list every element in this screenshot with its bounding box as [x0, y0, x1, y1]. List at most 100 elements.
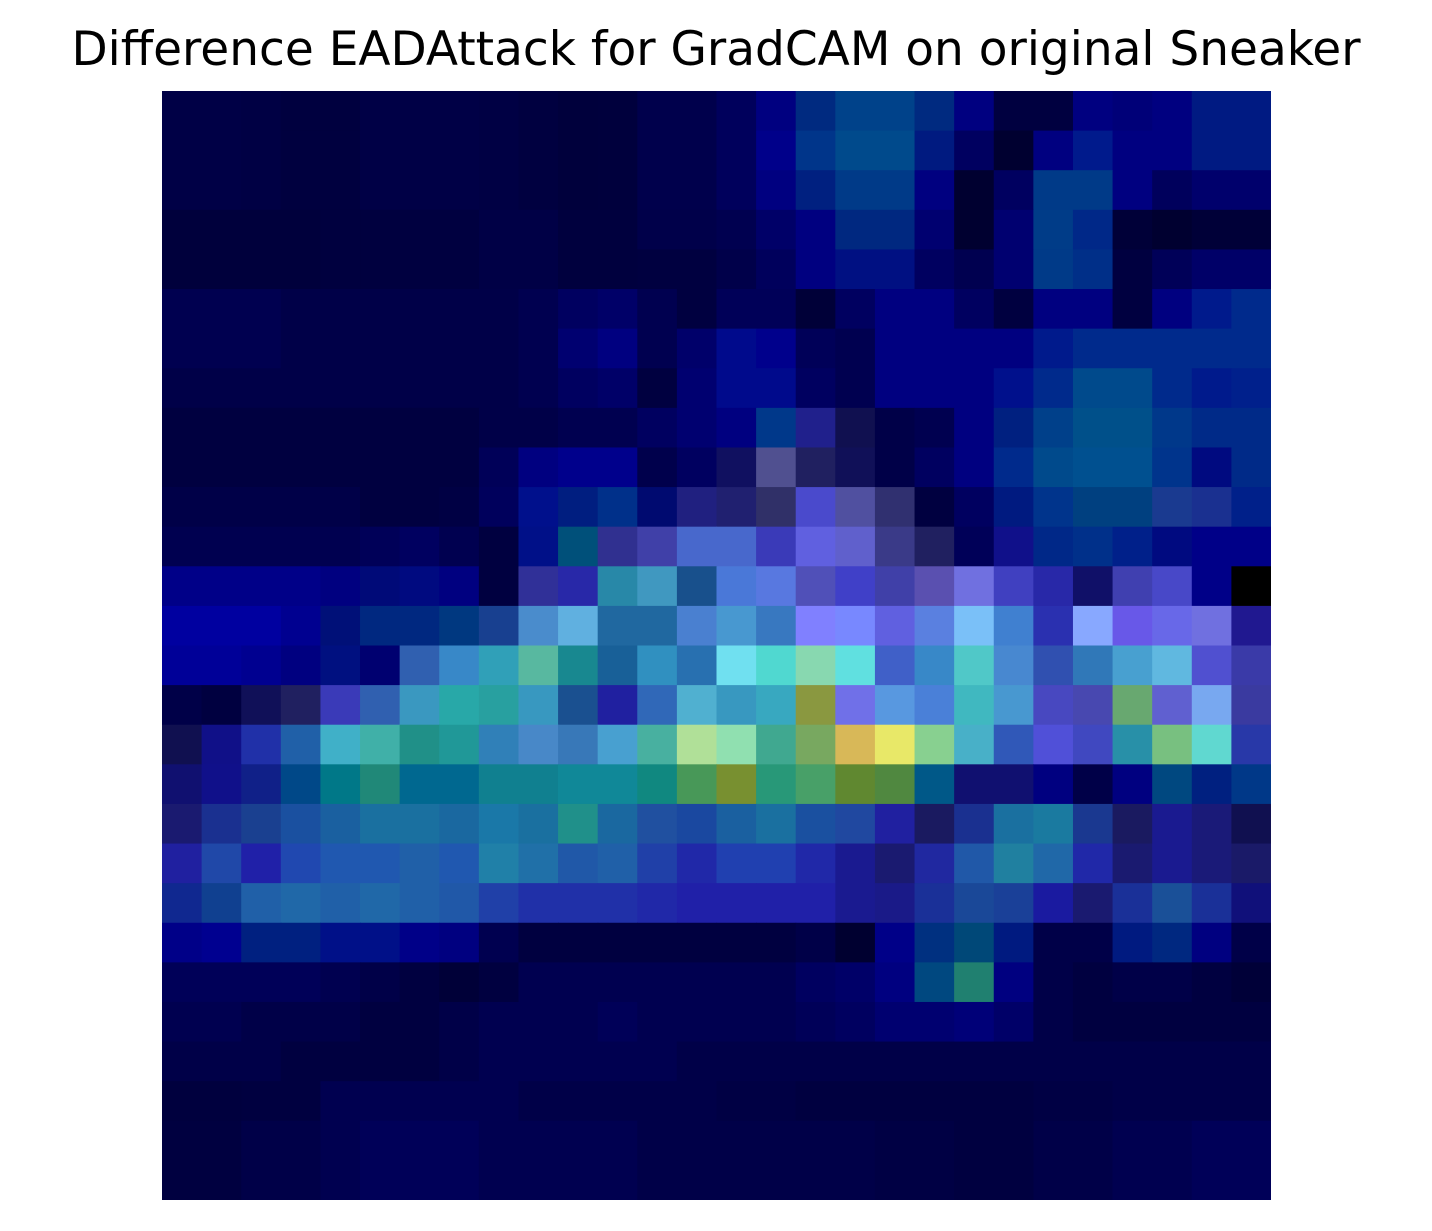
heatmap-cell-r14-c26 — [1191, 645, 1232, 686]
heatmap-cell-r12-c17 — [835, 566, 876, 607]
heatmap-cell-r25-c0 — [162, 1081, 203, 1122]
heatmap-cell-r4-c2 — [241, 249, 282, 290]
heatmap-cell-r21-c9 — [518, 922, 559, 963]
heatmap-cell-r9-c20 — [954, 447, 995, 488]
heatmap-cell-r6-c10 — [558, 328, 599, 369]
heatmap-cell-r19-c7 — [439, 843, 480, 884]
heatmap-cell-r15-c10 — [558, 685, 599, 726]
heatmap-cell-r10-c17 — [835, 487, 876, 528]
heatmap-cell-r21-c10 — [558, 922, 599, 963]
heatmap-cell-r5-c6 — [399, 289, 440, 330]
heatmap-cell-r8-c21 — [993, 407, 1034, 449]
heatmap-cell-r22-c2 — [241, 962, 282, 1003]
heatmap-cell-r22-c5 — [360, 962, 401, 1003]
heatmap-cell-r19-c8 — [478, 843, 520, 884]
heatmap-cell-r22-c16 — [795, 962, 836, 1003]
heatmap-cell-r23-c17 — [835, 1001, 876, 1043]
heatmap-cell-r20-c12 — [637, 883, 678, 924]
heatmap-cell-r6-c6 — [399, 328, 440, 369]
heatmap-cell-r25-c22 — [1033, 1081, 1074, 1122]
heatmap-cell-r9-c17 — [835, 447, 876, 488]
heatmap-cell-r12-c20 — [954, 566, 995, 607]
heatmap-cell-r18-c27 — [1231, 803, 1271, 845]
heatmap-cell-r17-c26 — [1191, 764, 1232, 805]
heatmap-cell-r7-c8 — [478, 368, 520, 409]
heatmap — [162, 91, 1271, 1200]
heatmap-cell-r7-c10 — [558, 368, 599, 409]
heatmap-cell-r10-c7 — [439, 487, 480, 528]
heatmap-cell-r26-c17 — [835, 1120, 876, 1161]
heatmap-cell-r4-c10 — [558, 249, 599, 290]
heatmap-cell-r8-c1 — [201, 407, 242, 449]
heatmap-cell-r23-c2 — [241, 1001, 282, 1043]
heatmap-cell-r14-c27 — [1231, 645, 1271, 686]
heatmap-cell-r2-c26 — [1191, 170, 1232, 211]
heatmap-cell-r23-c18 — [874, 1001, 916, 1043]
heatmap-cell-r6-c3 — [280, 328, 322, 369]
heatmap-cell-r14-c17 — [835, 645, 876, 686]
heatmap-cell-r24-c13 — [676, 1041, 718, 1082]
heatmap-cell-r8-c14 — [716, 407, 757, 449]
heatmap-cell-r4-c1 — [201, 249, 242, 290]
heatmap-cell-r24-c2 — [241, 1041, 282, 1082]
heatmap-cell-r0-c4 — [320, 91, 361, 132]
heatmap-cell-r2-c11 — [597, 170, 638, 211]
heatmap-cell-r13-c9 — [518, 605, 559, 647]
heatmap-cell-r12-c13 — [676, 566, 718, 607]
heatmap-cell-r1-c24 — [1112, 130, 1153, 171]
heatmap-cell-r7-c17 — [835, 368, 876, 409]
heatmap-cell-r2-c24 — [1112, 170, 1153, 211]
heatmap-cell-r0-c0 — [162, 91, 203, 132]
heatmap-cell-r22-c17 — [835, 962, 876, 1003]
heatmap-cell-r21-c7 — [439, 922, 480, 963]
heatmap-cell-r21-c19 — [914, 922, 955, 963]
heatmap-cell-r25-c19 — [914, 1081, 955, 1122]
heatmap-cell-r19-c24 — [1112, 843, 1153, 884]
heatmap-cell-r21-c3 — [280, 922, 322, 963]
heatmap-cell-r19-c6 — [399, 843, 440, 884]
heatmap-cell-r22-c9 — [518, 962, 559, 1003]
heatmap-cell-r0-c6 — [399, 91, 440, 132]
heatmap-cell-r10-c16 — [795, 487, 836, 528]
heatmap-cell-r17-c11 — [597, 764, 638, 805]
heatmap-cell-r0-c9 — [518, 91, 559, 132]
heatmap-cell-r1-c27 — [1231, 130, 1271, 171]
heatmap-cell-r16-c19 — [914, 724, 955, 765]
heatmap-cell-r12-c1 — [201, 566, 242, 607]
heatmap-cell-r11-c12 — [637, 526, 678, 567]
heatmap-cell-r20-c4 — [320, 883, 361, 924]
heatmap-cell-r18-c24 — [1112, 803, 1153, 845]
heatmap-cell-r18-c7 — [439, 803, 480, 845]
heatmap-cell-r24-c4 — [320, 1041, 361, 1082]
heatmap-cell-r27-c10 — [558, 1160, 599, 1200]
heatmap-cell-r7-c27 — [1231, 368, 1271, 409]
heatmap-cell-r4-c22 — [1033, 249, 1074, 290]
heatmap-cell-r15-c17 — [835, 685, 876, 726]
heatmap-cell-r10-c9 — [518, 487, 559, 528]
heatmap-cell-r13-c3 — [280, 605, 322, 647]
heatmap-cell-r0-c24 — [1112, 91, 1153, 132]
heatmap-cell-r5-c15 — [756, 289, 797, 330]
heatmap-cell-r7-c23 — [1072, 368, 1114, 409]
heatmap-cell-r15-c3 — [280, 685, 322, 726]
heatmap-cell-r16-c17 — [835, 724, 876, 765]
heatmap-cell-r25-c5 — [360, 1081, 401, 1122]
heatmap-cell-r11-c4 — [320, 526, 361, 567]
heatmap-cell-r10-c6 — [399, 487, 440, 528]
heatmap-cell-r17-c2 — [241, 764, 282, 805]
heatmap-cell-r25-c13 — [676, 1081, 718, 1122]
heatmap-cell-r6-c17 — [835, 328, 876, 369]
heatmap-cell-r27-c19 — [914, 1160, 955, 1200]
heatmap-cell-r23-c4 — [320, 1001, 361, 1043]
heatmap-cell-r11-c23 — [1072, 526, 1114, 567]
heatmap-cell-r10-c22 — [1033, 487, 1074, 528]
heatmap-cell-r7-c26 — [1191, 368, 1232, 409]
heatmap-cell-r4-c27 — [1231, 249, 1271, 290]
heatmap-cell-r2-c14 — [716, 170, 757, 211]
heatmap-cell-r13-c19 — [914, 605, 955, 647]
heatmap-cell-r23-c21 — [993, 1001, 1034, 1043]
heatmap-cell-r12-c11 — [597, 566, 638, 607]
heatmap-cell-r10-c18 — [874, 487, 916, 528]
heatmap-cell-r18-c18 — [874, 803, 916, 845]
heatmap-cell-r1-c23 — [1072, 130, 1114, 171]
